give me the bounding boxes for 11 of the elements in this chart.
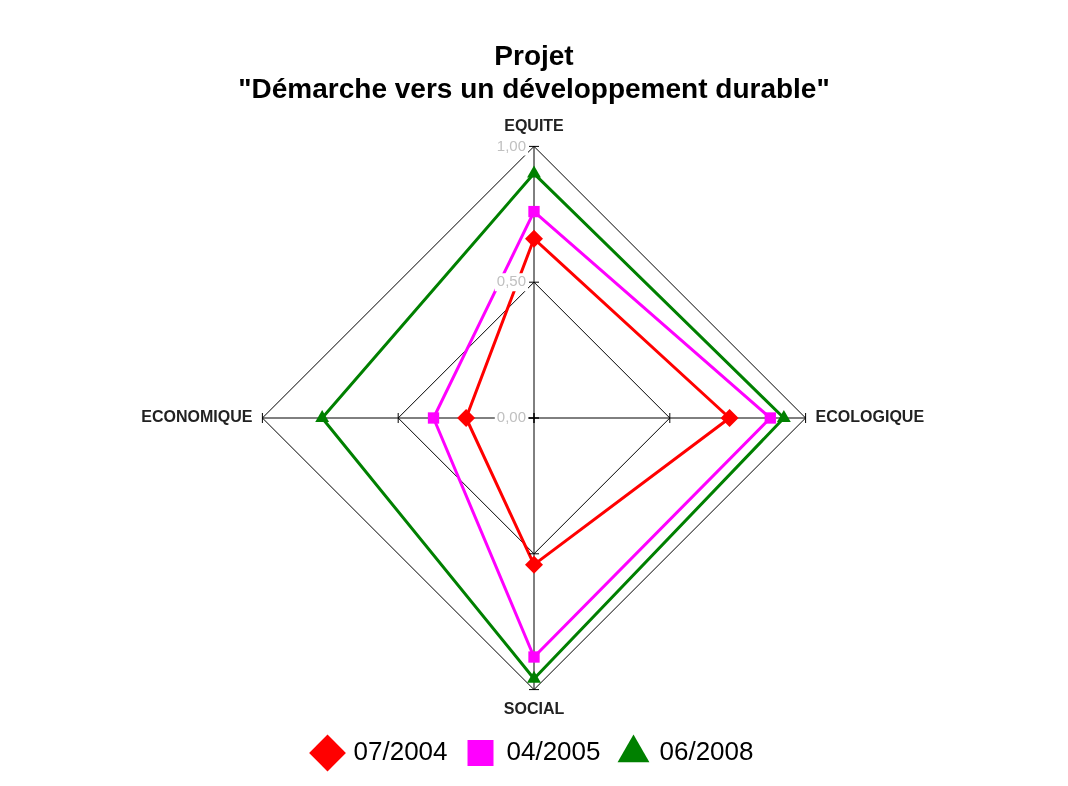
chart-title: Projet "Démarche vers un développement durable" <box>238 39 830 105</box>
legend-label: 04/2005 <box>506 736 601 767</box>
spoke-label: SOCIAL <box>503 699 565 717</box>
legend-label: 06/2008 <box>659 736 754 767</box>
y-tick-label: 0,00 <box>496 408 526 426</box>
spoke-label: ECOLOGIQUE <box>815 408 925 426</box>
y-tick-label: 1,00 <box>496 136 526 154</box>
spoke-label: EQUITE <box>504 117 565 135</box>
y-tick-label: 0,50 <box>496 272 526 290</box>
legend-label: 07/2004 <box>353 736 448 767</box>
spoke-label: ECONOMIQUE <box>141 408 253 426</box>
